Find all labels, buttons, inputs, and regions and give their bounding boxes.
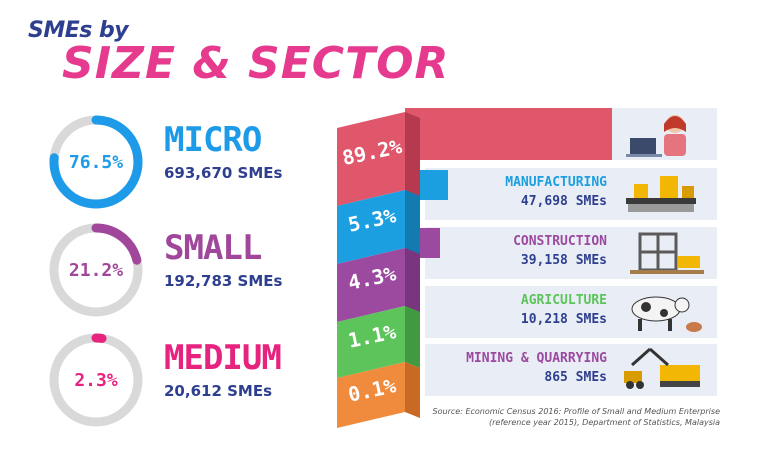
agriculture-label: AGRICULTURE: [520, 293, 607, 308]
fold-services: [405, 112, 420, 196]
small-percent: 21.2%: [68, 259, 124, 281]
mining-excavator-icon: [624, 347, 700, 389]
agriculture-count: 10,218 SMEs: [520, 312, 607, 327]
manufacturing-percent: 5.3%: [345, 203, 399, 237]
services-percent: 89.2%: [340, 134, 404, 170]
source-line-1: Source: Economic Census 2016: Profile of…: [432, 407, 720, 416]
micro-percent: 76.5%: [68, 151, 124, 173]
construction-label: CONSTRUCTION: [513, 234, 607, 249]
size-medium: 2.3% MEDIUM 20,612 SMEs: [46, 330, 346, 430]
ring-chart-micro: [49, 115, 143, 209]
title-small: SMEs by: [28, 18, 129, 43]
ring-chart-small: [49, 223, 143, 317]
agriculture-percent: 1.1%: [345, 319, 399, 353]
size-small: 21.2% SMALL 192,783 SMEs: [46, 220, 346, 320]
mining-percent: 0.1%: [345, 373, 399, 407]
mining-label: MINING & QUARRYING: [466, 351, 607, 366]
fold-construction: [405, 248, 420, 312]
size-micro: 76.5% MICRO 693,670 SMEs: [46, 112, 346, 212]
agriculture-cow-icon: [631, 296, 702, 332]
services-label: SERVICES: [544, 115, 607, 130]
services-illustration-icon: [626, 115, 686, 157]
manufacturing-count: 47,698 SMEs: [520, 194, 607, 209]
fold-agriculture: [405, 306, 420, 368]
manufacturing-illustration-icon: [626, 176, 696, 212]
micro-count: 693,670 SMEs: [164, 164, 283, 182]
construction-percent: 4.3%: [345, 261, 399, 295]
fold-mining: [405, 362, 420, 418]
construction-count: 39,158 SMEs: [520, 253, 607, 268]
ring-arc-small: [49, 223, 143, 317]
fold-manufacturing: [405, 190, 420, 254]
page-title: SIZE & SECTOR: [62, 38, 450, 89]
ring-arc-medium: [49, 333, 143, 427]
small-count: 192,783 SMEs: [164, 272, 283, 290]
small-label: SMALL: [164, 228, 262, 268]
ring-chart-medium: [49, 333, 143, 427]
ring-arc-micro: [49, 115, 143, 209]
sector-row-mining: MINING & QUARRYING 865 SMEs: [425, 344, 717, 396]
agriculture-bar: [405, 288, 420, 318]
micro-label: MICRO: [164, 120, 262, 160]
manufacturing-label: MANUFACTURING: [505, 175, 607, 190]
services-count: 809,126 SMEs: [513, 134, 607, 149]
medium-percent: 2.3%: [74, 369, 118, 391]
medium-count: 20,612 SMEs: [164, 382, 273, 400]
construction-illustration-icon: [630, 232, 704, 274]
source-note: Source: Economic Census 2016: Profile of…: [430, 406, 720, 428]
medium-label: MEDIUM: [164, 338, 282, 378]
source-line-2: (reference year 2015), Department of Sta…: [489, 418, 720, 427]
mining-count: 865 SMEs: [544, 370, 607, 385]
